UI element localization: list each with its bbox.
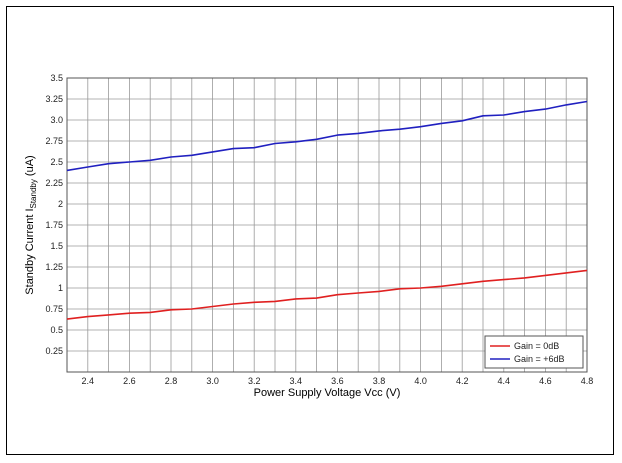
y-tick-label: 0.25 xyxy=(45,346,63,356)
plot-border xyxy=(66,77,588,373)
x-tick-label: 4.0 xyxy=(414,376,427,386)
y-tick-label: 2.75 xyxy=(45,136,63,146)
legend-label-gain-0db: Gain = 0dB xyxy=(514,341,559,351)
y-axis-title: Standby Current IStandby (uA) xyxy=(24,155,38,294)
y-axis-title-subscript: Standby xyxy=(29,179,38,208)
figure-frame: 0.25 0.5 0.75 1 1.25 1.5 1.75 2 2.25 2.5 2.75 3.0 3.… xyxy=(6,6,614,455)
x-tick-label: 4.6 xyxy=(539,376,552,386)
x-tick-label: 3.4 xyxy=(290,376,303,386)
legend-box xyxy=(484,335,584,369)
y-tick-label: 3.0 xyxy=(50,115,63,125)
x-tick-label: 3.8 xyxy=(373,376,386,386)
y-tick-label: 1.5 xyxy=(50,241,63,251)
y-tick-labels: 0.25 0.5 0.75 1 1.25 1.5 1.75 2 2.25 2.5 2.75 3.0 3.… xyxy=(45,73,63,356)
legend: Gain = 0dB Gain = +6dB xyxy=(484,335,584,369)
y-tick-label: 3.25 xyxy=(45,94,63,104)
x-axis-title: Power Supply Voltage Vcc (V) xyxy=(254,387,401,399)
y-tick-label: 1.25 xyxy=(45,262,63,272)
x-tick-label: 3.0 xyxy=(206,376,219,386)
y-tick-label: 2.5 xyxy=(50,157,63,167)
y-tick-label: 1 xyxy=(58,283,63,293)
x-tick-label: 2.6 xyxy=(123,376,136,386)
x-tick-labels: 2.4 2.6 2.8 3.0 3.2 3.4 3.6 3.8 4.0 4.2 4.4 4.6 4.8 xyxy=(82,376,594,386)
chart: 0.25 0.5 0.75 1 1.25 1.5 1.75 2 2.25 2.5 2.75 3.0 3.… xyxy=(24,73,594,399)
x-tick-label: 4.8 xyxy=(581,376,594,386)
x-tick-label: 4.4 xyxy=(498,376,511,386)
y-axis-title-unit: (uA) xyxy=(24,155,36,179)
y-axis-title-main: Standby Current I xyxy=(24,208,36,294)
x-tick-label: 3.6 xyxy=(331,376,344,386)
y-tick-label: 2.25 xyxy=(45,178,63,188)
y-tick-label: 1.75 xyxy=(45,220,63,230)
y-tick-label: 3.5 xyxy=(50,73,63,83)
grid-major xyxy=(67,98,587,352)
x-tick-label: 4.2 xyxy=(456,376,469,386)
legend-label-gain-6db: Gain = +6dB xyxy=(514,354,565,364)
series-line-0 xyxy=(66,269,588,320)
y-tick-label: 2 xyxy=(58,199,63,209)
series-line-1 xyxy=(66,100,588,172)
series-layer xyxy=(66,100,588,320)
x-tick-label: 2.8 xyxy=(165,376,178,386)
y-tick-label: 0.5 xyxy=(50,325,63,335)
y-tick-label: 0.75 xyxy=(45,304,63,314)
x-tick-label: 3.2 xyxy=(248,376,261,386)
x-tick-label: 2.4 xyxy=(82,376,95,386)
